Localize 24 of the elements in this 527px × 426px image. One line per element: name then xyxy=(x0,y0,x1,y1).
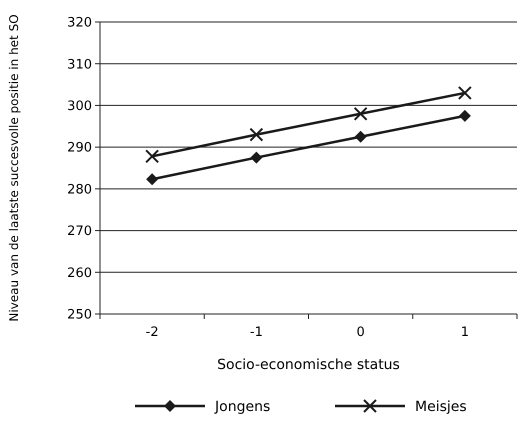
y-axis-title: Niveau van de laatste succesvolle positie in het SO xyxy=(7,14,21,322)
point xyxy=(354,130,367,143)
legend-label: Meisjes xyxy=(415,398,467,415)
y-tick-label: 320 xyxy=(67,16,92,31)
y-tick-label: 270 xyxy=(67,224,92,240)
point xyxy=(458,86,472,100)
y-tick-label: 300 xyxy=(67,98,92,114)
x-tick-label: -1 xyxy=(250,325,263,340)
x-tick-label: 1 xyxy=(460,325,470,340)
point xyxy=(145,149,160,164)
legend-label: Jongens xyxy=(214,398,270,415)
point xyxy=(146,173,158,186)
y-tick-label: 310 xyxy=(67,57,92,72)
point xyxy=(458,110,471,122)
y-tick-label: 250 xyxy=(67,308,92,323)
point xyxy=(249,128,264,142)
x-tick-label: 0 xyxy=(356,325,365,340)
y-tick-label: 280 xyxy=(67,182,92,198)
point xyxy=(354,106,368,121)
point xyxy=(250,152,262,164)
x-axis-title: Socio-economische status xyxy=(217,357,400,373)
y-tick-label: 290 xyxy=(67,140,92,156)
y-tick-label: 260 xyxy=(67,266,92,281)
x-tick-label: -2 xyxy=(146,325,159,340)
